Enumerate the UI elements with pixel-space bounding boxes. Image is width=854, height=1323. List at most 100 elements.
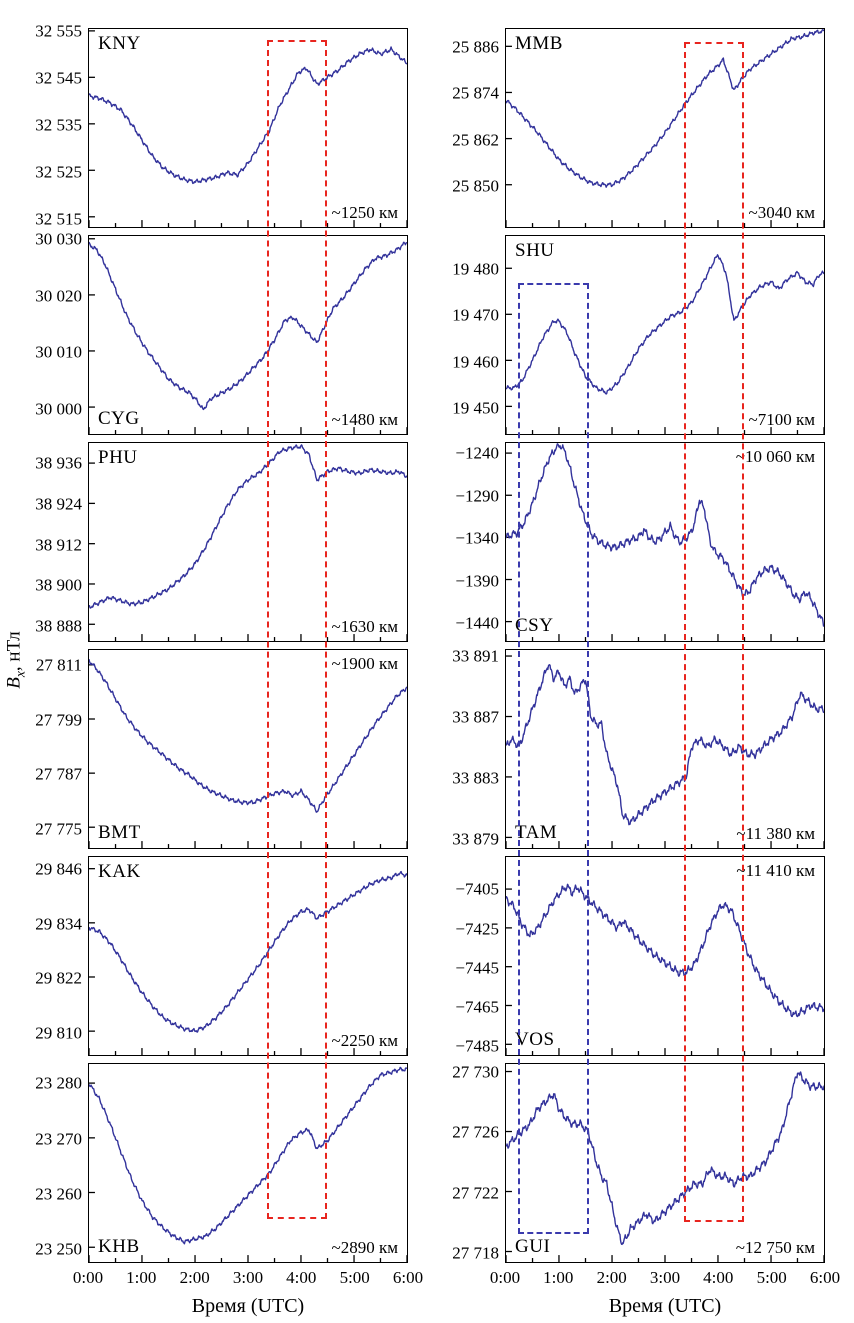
y-tick-label: 25 886 bbox=[452, 37, 499, 56]
y-tick-label: 32 555 bbox=[35, 21, 82, 41]
x-tick-label: 0:00 bbox=[72, 1268, 104, 1287]
y-tick-label: 38 888 bbox=[35, 616, 82, 636]
distance-label-PHU: ~1630 км bbox=[331, 617, 398, 636]
distance-label-SHU: ~7100 км bbox=[748, 410, 815, 429]
x-tick-label: 6:00 bbox=[392, 1268, 424, 1287]
y-tick-label: 25 874 bbox=[452, 83, 499, 103]
y-tick-label: −7445 bbox=[455, 958, 499, 978]
x-axis-title: Время (UTC) bbox=[191, 1295, 305, 1317]
y-tick-label: −1290 bbox=[455, 486, 499, 506]
y-tick-label: 30 010 bbox=[35, 342, 82, 362]
data-line-SHU bbox=[506, 254, 824, 395]
plot-KAK bbox=[89, 868, 407, 1055]
y-tick-label: 32 515 bbox=[35, 209, 82, 229]
axis-ticks bbox=[89, 868, 407, 1055]
distance-label-VOS: ~11 410 км bbox=[736, 861, 815, 880]
panel-GUI: 27 730 27 726 27 722 27 718 GUI ~12 750 км bbox=[452, 1063, 825, 1263]
x-tick-label: 0:00 bbox=[489, 1268, 521, 1287]
plot-CYG bbox=[89, 238, 407, 434]
x-tick-label: 4:00 bbox=[286, 1268, 317, 1287]
data-line-VOS bbox=[506, 883, 824, 1018]
data-line-CYG bbox=[89, 241, 407, 411]
plot-VOS bbox=[506, 883, 824, 1055]
axis-ticks bbox=[89, 30, 407, 227]
y-tick-label: 33 879 bbox=[452, 829, 499, 849]
y-tick-label: 38 924 bbox=[35, 494, 82, 514]
data-line-KNY bbox=[89, 46, 407, 185]
distance-label-CYG: ~1480 км bbox=[331, 410, 398, 429]
y-tick-label: 27 775 bbox=[35, 819, 82, 839]
panel-SHU: 19 480 19 470 19 460 19 450 SHU ~7100 км bbox=[452, 235, 825, 435]
left-column: 32 555 32 545 32 535 32 525 32 515 KNY ~1250 к… bbox=[35, 22, 423, 1316]
y-tick-label: 27 722 bbox=[452, 1183, 499, 1203]
panel-VOS: −7405 −7425 −7445 −7465 −7485 VOS ~11 410 км bbox=[455, 856, 825, 1056]
y-tick-label: 23 260 bbox=[35, 1184, 82, 1204]
distance-label-BMT: ~1900 км bbox=[331, 654, 398, 673]
station-label-KAK: KAK bbox=[98, 861, 141, 882]
panel-KNY: 32 555 32 545 32 535 32 525 32 515 KNY ~1250 к… bbox=[35, 22, 408, 228]
y-tick-label: 33 883 bbox=[452, 768, 499, 788]
y-tick-label: 23 250 bbox=[35, 1239, 82, 1259]
station-label-SHU: SHU bbox=[515, 240, 555, 261]
y-tick-label: −7405 bbox=[455, 879, 499, 899]
x-axis-title: Время (UTC) bbox=[608, 1295, 722, 1317]
distance-label-KHB: ~2890 км bbox=[331, 1238, 398, 1257]
y-tick-label: 33 887 bbox=[452, 707, 499, 727]
y-tick-label: 25 862 bbox=[452, 130, 499, 150]
panel-MMB: 25 886 25 874 25 862 25 850 MMB ~3040 км bbox=[452, 28, 825, 228]
distance-label-KAK: ~2250 км bbox=[331, 1031, 398, 1050]
station-label-MMB: MMB bbox=[515, 33, 563, 54]
panel-PHU: 38 936 38 924 38 912 38 900 38 888 PHU ~1630 к… bbox=[35, 442, 408, 642]
y-tick-label: 19 460 bbox=[452, 352, 499, 372]
plot-TAM bbox=[506, 655, 824, 848]
y-tick-label: −1240 bbox=[455, 443, 499, 463]
y-tick-label: 32 525 bbox=[35, 162, 82, 182]
station-label-VOS: VOS bbox=[515, 1029, 555, 1050]
data-line-KHB bbox=[89, 1066, 407, 1245]
y-tick-label: 23 280 bbox=[35, 1073, 82, 1093]
plot-MMB bbox=[506, 29, 824, 227]
y-tick-label: 27 811 bbox=[35, 655, 82, 675]
y-tick-label: 29 834 bbox=[35, 914, 82, 933]
distance-label-KNY: ~1250 км bbox=[331, 203, 398, 222]
plot-SHU bbox=[506, 254, 824, 434]
distance-label-TAM: ~11 380 км bbox=[736, 824, 815, 843]
y-tick-label: 30 020 bbox=[35, 286, 82, 305]
axis-ticks bbox=[506, 1070, 824, 1262]
y-tick-label: 27 726 bbox=[452, 1122, 499, 1142]
y-tick-label: −1340 bbox=[455, 528, 499, 548]
axis-ticks bbox=[506, 267, 824, 434]
data-line-KAK bbox=[89, 870, 407, 1033]
panel-CYG: 30 030 30 020 30 010 30 000 CYG ~1480 км bbox=[35, 230, 408, 435]
axis-ticks bbox=[89, 238, 407, 434]
x-tick-label: 2:00 bbox=[179, 1268, 210, 1287]
y-tick-label: −7425 bbox=[455, 919, 499, 939]
station-label-KNY: KNY bbox=[98, 33, 141, 54]
panel-BMT: 27 811 27 799 27 787 27 775 BMT ~1900 км bbox=[35, 649, 408, 849]
x-tick-label: 4:00 bbox=[703, 1268, 734, 1287]
y-tick-label: 32 535 bbox=[35, 115, 82, 135]
panel-CSY: −1240 −1290 −1340 −1390 −1440 CSY ~10 060 км bbox=[455, 442, 825, 642]
y-tick-label: 19 470 bbox=[452, 305, 499, 325]
y-tick-label: −1390 bbox=[455, 571, 499, 591]
plot-PHU bbox=[89, 444, 407, 641]
distance-label-CSY: ~10 060 км bbox=[735, 447, 815, 466]
x-tick-label: 5:00 bbox=[339, 1268, 370, 1287]
x-tick-label: 6:00 bbox=[809, 1268, 841, 1287]
panel-KAK: 29 846 29 834 29 822 29 810 KAK ~2250 км bbox=[35, 856, 408, 1056]
station-label-KHB: KHB bbox=[98, 1236, 140, 1257]
y-tick-label: −7485 bbox=[455, 1036, 499, 1056]
station-label-CYG: CYG bbox=[98, 408, 140, 429]
data-line-CSY bbox=[506, 443, 824, 627]
y-tick-label: 30 030 bbox=[35, 229, 82, 249]
panel-KHB: 23 280 23 270 23 260 23 250 KHB ~2890 км bbox=[35, 1063, 408, 1263]
y-tick-label: 32 545 bbox=[35, 68, 82, 88]
x-tick-label: 1:00 bbox=[543, 1268, 574, 1287]
data-line-PHU bbox=[89, 444, 407, 609]
axis-ticks bbox=[89, 664, 407, 848]
distance-label-GUI: ~12 750 км bbox=[735, 1238, 815, 1257]
y-axis-title: Bx, нТл bbox=[4, 631, 29, 689]
y-tick-label: −7465 bbox=[455, 997, 499, 1017]
axis-ticks bbox=[89, 462, 407, 641]
